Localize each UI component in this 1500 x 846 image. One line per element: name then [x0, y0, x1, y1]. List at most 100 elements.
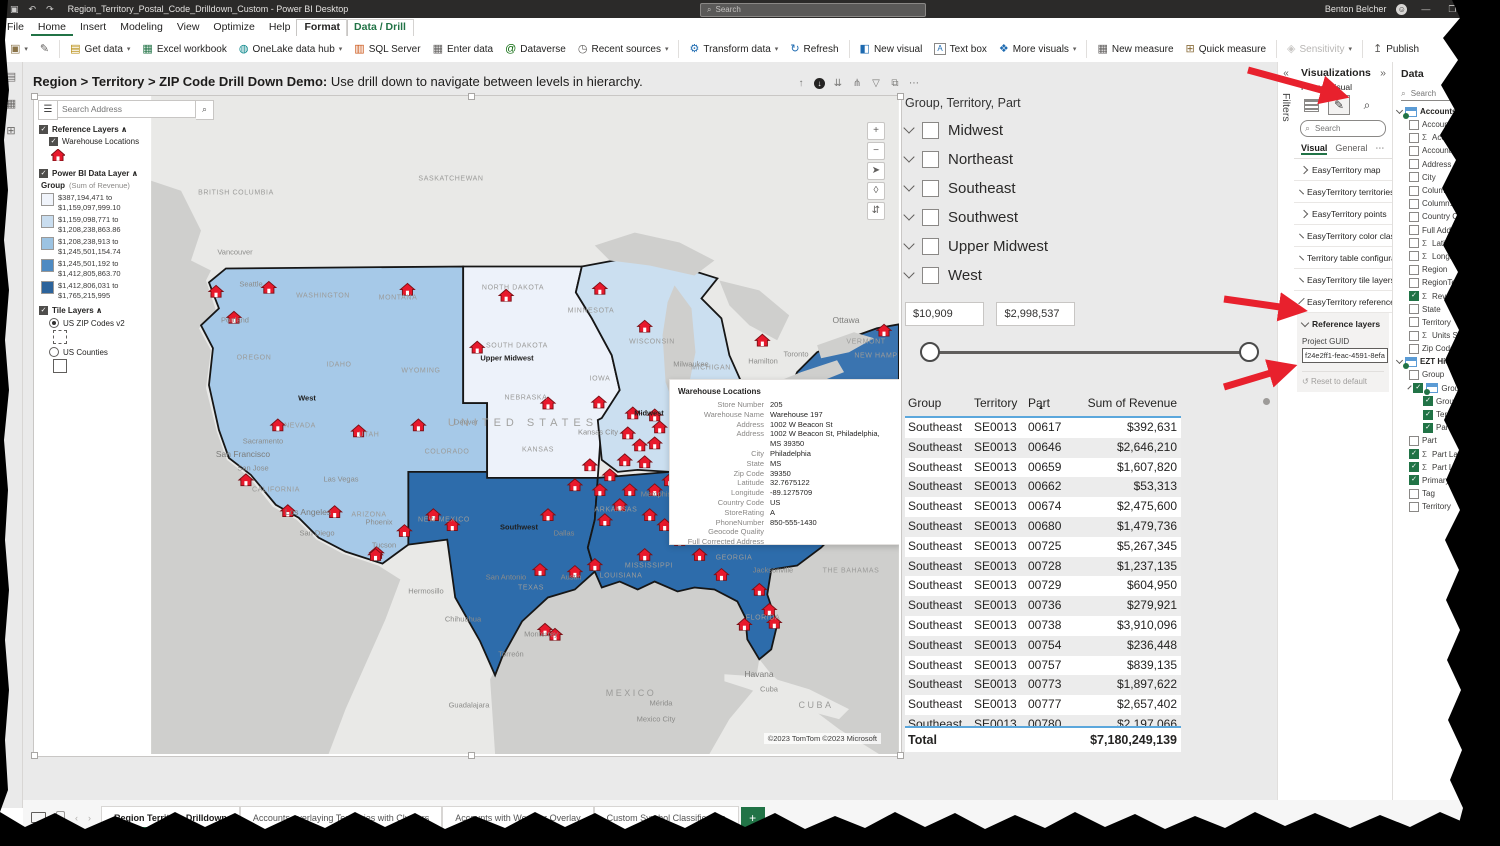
column-header-revenue[interactable]: Sum of Revenue: [1070, 392, 1181, 416]
data-field-tag[interactable]: Tag: [1393, 487, 1500, 500]
go-to-next-level-icon[interactable]: ⇊: [832, 78, 844, 89]
checkbox-checked-icon[interactable]: ✓: [39, 169, 48, 178]
table-row[interactable]: SoutheastSE001300617$392,631: [905, 418, 1181, 438]
column-header-territory[interactable]: Territory: [974, 392, 1028, 416]
project-guid-input[interactable]: [1302, 348, 1388, 363]
table-row[interactable]: SoutheastSE001300729$604,950: [905, 576, 1181, 596]
ribbon-dataverse-button[interactable]: @Dataverse: [499, 37, 572, 61]
ribbon-transform-data-button[interactable]: ⚙Transform data▾: [683, 37, 784, 61]
viz-tab-[interactable]: ⋯: [1375, 143, 1384, 154]
data-field-regionterritory[interactable]: RegionTerritory: [1393, 276, 1500, 289]
field-checkbox-checked[interactable]: ✓: [1423, 423, 1433, 433]
ribbon-sql-server-button[interactable]: ▥SQL Server: [348, 37, 426, 61]
field-checkbox[interactable]: [1409, 317, 1419, 327]
new-page-button[interactable]: +: [741, 807, 765, 830]
menu-icon[interactable]: ☰: [38, 100, 58, 120]
field-checkbox[interactable]: [1409, 146, 1419, 156]
table-row[interactable]: SoutheastSE001300780$2,197,066: [905, 715, 1181, 726]
data-field-region[interactable]: Region: [1393, 263, 1500, 276]
slicer-checkbox[interactable]: [922, 180, 939, 197]
data-field-part[interactable]: Part: [1393, 434, 1500, 447]
analytics-icon[interactable]: ⌕: [1357, 96, 1377, 114]
map-tiles[interactable]: BRITISH COLUMBIASASKATCHEWANWASHINGTONMO…: [151, 96, 899, 754]
menu-tab-file[interactable]: File: [0, 20, 31, 36]
data-field-group-hierarchy[interactable]: ✓Group Hierarchy: [1393, 382, 1500, 395]
data-field-part-longitude[interactable]: ✓ΣPart Longitude: [1393, 461, 1500, 474]
field-checkbox[interactable]: [1409, 238, 1419, 248]
format-section-reference-layers[interactable]: EasyTerritory reference l...: [1294, 291, 1392, 313]
address-search-button[interactable]: ⌕: [196, 100, 214, 120]
slicer-checkbox[interactable]: [922, 267, 939, 284]
field-checkbox[interactable]: [1409, 278, 1419, 288]
ribbon-format-painter-button[interactable]: ✎: [34, 37, 55, 61]
ribbon-onelake-data-hub-button[interactable]: ◍OneLake data hub▾: [233, 37, 348, 61]
data-search-input[interactable]: [1409, 88, 1483, 99]
ribbon-more-visuals-button[interactable]: ❖More visuals▾: [993, 37, 1083, 61]
checkbox-checked-icon[interactable]: ✓: [39, 125, 48, 134]
user-name[interactable]: Benton Belcher: [1325, 4, 1387, 14]
field-checkbox[interactable]: [1409, 344, 1419, 354]
data-search-box[interactable]: ⌕: [1401, 86, 1494, 101]
data-field-territory[interactable]: Territory: [1393, 316, 1500, 329]
table-row[interactable]: SoutheastSE001300757$839,135: [905, 656, 1181, 676]
format-search-box[interactable]: ⌕: [1300, 120, 1386, 137]
menu-tab-insert[interactable]: Insert: [73, 20, 113, 36]
chevron-down-icon[interactable]: [903, 180, 914, 191]
scrollbar-thumb[interactable]: [1263, 398, 1270, 405]
ribbon-excel-workbook-button[interactable]: ▦Excel workbook: [136, 37, 232, 61]
close-button[interactable]: ✕: [1470, 4, 1486, 15]
table-row[interactable]: SoutheastSE001300662$53,313: [905, 477, 1181, 497]
slicer-checkbox[interactable]: [922, 151, 939, 168]
report-view-icon[interactable]: ▤: [6, 70, 16, 83]
data-field-revenue[interactable]: ✓ΣRevenue: [1393, 289, 1500, 302]
chevron-down-icon[interactable]: [903, 122, 914, 133]
table-row[interactable]: SoutheastSE001300646$2,646,210: [905, 438, 1181, 458]
legend-warehouse-locations[interactable]: Warehouse Locations: [62, 137, 139, 146]
table-row[interactable]: SoutheastSE001300736$279,921: [905, 596, 1181, 616]
range-min-input[interactable]: $10,909: [905, 302, 984, 326]
field-checkbox[interactable]: [1409, 251, 1419, 261]
maximize-button[interactable]: ❐: [1444, 4, 1460, 15]
data-field-state[interactable]: State: [1393, 303, 1500, 316]
focus-mode-icon[interactable]: ⧉: [889, 78, 901, 89]
field-checkbox-checked[interactable]: ✓: [1423, 396, 1433, 406]
data-table-accounts[interactable]: Accounts: [1393, 105, 1500, 118]
data-field-country-code[interactable]: Country Code: [1393, 210, 1500, 223]
data-field-column17[interactable]: Column17: [1393, 184, 1500, 197]
slicer-item-upper-midwest[interactable]: Upper Midwest: [905, 237, 1275, 255]
map-visual[interactable]: BRITISH COLUMBIASASKATCHEWANWASHINGTONMO…: [33, 95, 902, 757]
drill-down-icon[interactable]: ↓: [814, 78, 825, 89]
field-checkbox[interactable]: [1409, 172, 1419, 182]
field-checkbox[interactable]: [1409, 120, 1419, 130]
field-checkbox-checked[interactable]: ✓: [1409, 462, 1419, 472]
data-field-territory[interactable]: Territory: [1393, 500, 1500, 513]
menu-tab-view[interactable]: View: [170, 20, 207, 36]
table-row[interactable]: SoutheastSE001300738$3,910,096: [905, 616, 1181, 636]
chevron-down-icon[interactable]: [903, 238, 914, 249]
table-row[interactable]: SoutheastSE001300725$5,267,345: [905, 537, 1181, 557]
format-section-easyterritory-points[interactable]: EasyTerritory points: [1294, 203, 1392, 225]
desktop-layout-icon[interactable]: [31, 812, 46, 823]
data-field-full-address[interactable]: Full Address: [1393, 224, 1500, 237]
field-checkbox[interactable]: [1409, 225, 1419, 235]
field-checkbox[interactable]: [1409, 186, 1419, 196]
menu-tab-data-drill[interactable]: Data / Drill: [347, 20, 413, 36]
menu-tab-optimize[interactable]: Optimize: [206, 20, 261, 36]
format-section-easyterritory-territories[interactable]: EasyTerritory territories: [1294, 181, 1392, 203]
table-row[interactable]: SoutheastSE001300728$1,237,135: [905, 557, 1181, 577]
address-search-input[interactable]: [58, 100, 196, 118]
range-slider-track[interactable]: [905, 342, 1275, 362]
reference-layers-header[interactable]: Reference layers: [1312, 319, 1380, 329]
legend-section-reference-layers[interactable]: Reference Layers ∧: [52, 125, 127, 134]
data-field-longitude[interactable]: ΣLongitude: [1393, 250, 1500, 263]
ribbon-new-visual-button[interactable]: ◧New visual: [854, 37, 929, 61]
slicer-item-west[interactable]: West: [905, 266, 1275, 284]
menu-tab-help[interactable]: Help: [262, 20, 298, 36]
range-slider-handle-max[interactable]: [1239, 342, 1259, 362]
field-checkbox[interactable]: [1409, 304, 1419, 314]
radio-us-counties[interactable]: [49, 347, 59, 357]
zoom-out-button[interactable]: −: [867, 142, 885, 160]
field-checkbox[interactable]: [1409, 199, 1419, 209]
menu-tab-home[interactable]: Home: [31, 20, 73, 36]
sort-updown-button[interactable]: ⇵: [867, 202, 885, 220]
